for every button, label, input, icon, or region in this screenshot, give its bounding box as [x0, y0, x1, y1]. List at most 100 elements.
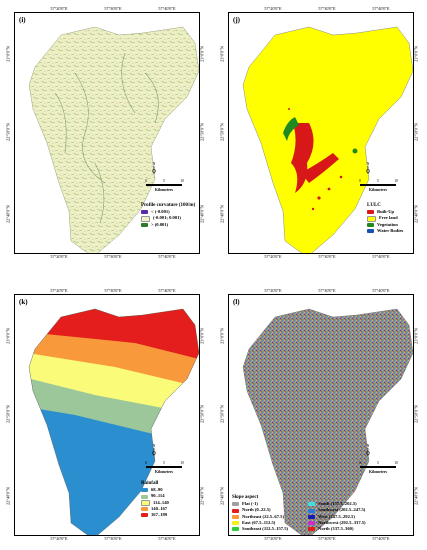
lat-label: 23°0'0"N — [5, 46, 11, 62]
lat-label: 22°50'0"N — [199, 405, 205, 423]
panel-tag: (j) — [233, 16, 240, 24]
legend-item: Flat (-1) — [232, 501, 306, 507]
lat-label: 23°0'0"N — [413, 328, 419, 344]
lon-label: 57°20'0"E — [264, 536, 282, 541]
legend-item: 90–114 — [141, 493, 169, 499]
lon-label: 57°30'0"E — [318, 254, 336, 259]
panel-lulc: 57°20'0"E 57°30'0"E 57°40'0"E 23°0'0"N 2… — [217, 2, 419, 260]
lat-label: 22°40'0"N — [219, 487, 225, 505]
panel-slope-aspect: 57°20'0"E 57°30'0"E 57°40'0"E 23°0'0"N 2… — [217, 284, 419, 542]
north-arrow-icon: N — [366, 161, 370, 174]
lon-label: 57°20'0"E — [50, 254, 68, 259]
lat-label: 23°0'0"N — [5, 328, 11, 344]
legend-title: Rainfall — [141, 481, 159, 486]
map-frame: (k) N 0 5 10 Kilometers Rainfall 68– — [14, 294, 200, 536]
lon-label: 57°40'0"E — [372, 536, 390, 541]
scale-unit: Kilometers — [155, 188, 173, 192]
north-arrow-icon: N — [152, 443, 156, 456]
scale-tick: 5 — [377, 179, 379, 183]
curvature-map — [28, 26, 199, 253]
lon-label: 57°40'0"E — [372, 6, 390, 11]
lon-label: 57°20'0"E — [50, 288, 68, 293]
lat-label: 22°40'0"N — [5, 487, 11, 505]
legend-item: East (67.5–112.5) — [232, 520, 306, 526]
scale-tick: 0 — [359, 179, 361, 183]
scale-tick: 0 — [145, 179, 147, 183]
lat-label: 22°40'0"N — [413, 205, 419, 223]
lat-label: 23°0'0"N — [219, 46, 225, 62]
lat-label: 22°50'0"N — [199, 123, 205, 141]
lon-label: 57°30'0"E — [318, 6, 336, 11]
scale-tick: 0 — [145, 461, 147, 465]
svg-text:N: N — [153, 443, 156, 448]
lat-label: 22°40'0"N — [199, 205, 205, 223]
rainfall-map — [28, 308, 199, 535]
scale-tick: 10 — [394, 461, 398, 465]
lon-label: 57°40'0"E — [372, 288, 390, 293]
scale-bar: 0 5 10 Kilometers — [359, 177, 400, 199]
scale-tick: 10 — [394, 179, 398, 183]
legend: Profile curvature (100/m) < (-0.001) (-0… — [141, 203, 195, 228]
lat-label: 22°40'0"N — [5, 205, 11, 223]
panel-profile-curvature: 57°20'0"E 57°30'0"E 57°40'0"E 23°0'0"N 2… — [3, 2, 205, 260]
scale-tick: 0 — [359, 461, 361, 465]
lon-label: 57°40'0"E — [158, 288, 176, 293]
legend-item: Southwest (202.5–247.5) — [308, 507, 380, 513]
legend-item: < (-0.001) — [141, 209, 195, 215]
lat-label: 23°0'0"N — [219, 328, 225, 344]
legend: Slope aspect Flat (-1) North (0–22.5) No… — [232, 495, 380, 532]
scale-bar: 0 5 10 Kilometers — [145, 459, 186, 481]
legend-item: Northwest (292.5–337.5) — [308, 520, 380, 526]
legend: LULC Built-Up Free land Vegetation Water… — [367, 203, 403, 234]
scale-tick: 10 — [180, 461, 184, 465]
scale-unit: Kilometers — [369, 188, 387, 192]
lon-label: 57°20'0"E — [264, 6, 282, 11]
legend-item: > (0.001) — [141, 222, 195, 228]
legend-title: Slope aspect — [232, 495, 259, 500]
lon-label: 57°40'0"E — [158, 6, 176, 11]
legend-item: Built-Up — [367, 209, 403, 215]
legend-item: 68–90 — [141, 487, 169, 493]
legend-item: North (0–22.5) — [232, 507, 306, 513]
lulc-map — [242, 26, 413, 253]
lat-label: 22°40'0"N — [219, 205, 225, 223]
lon-label: 57°40'0"E — [158, 254, 176, 259]
legend-title: LULC — [367, 203, 381, 208]
lat-label: 22°50'0"N — [5, 123, 11, 141]
legend-item: Water Bodies — [367, 228, 403, 234]
lon-label: 57°30'0"E — [104, 288, 122, 293]
north-arrow-icon: N — [366, 443, 370, 456]
lon-label: 57°20'0"E — [50, 536, 68, 541]
legend: Rainfall 68–90 90–114 114–140 140–167 16… — [141, 481, 169, 518]
lat-label: 22°50'0"N — [5, 405, 11, 423]
legend-title: Profile curvature (100/m) — [141, 203, 196, 208]
lon-label: 57°20'0"E — [264, 288, 282, 293]
legend-item: Free land — [367, 215, 403, 222]
panel-rainfall: 57°20'0"E 57°30'0"E 57°40'0"E 23°0'0"N 2… — [3, 284, 205, 542]
legend-item: Northeast (22.5–67.5) — [232, 514, 306, 520]
map-frame: (l) N 0 5 10 Kilometers Slope aspect Fla… — [228, 294, 414, 536]
scale-unit: Kilometers — [155, 470, 173, 474]
lat-label: 23°0'0"N — [413, 46, 419, 62]
lon-label: 57°30'0"E — [318, 288, 336, 293]
scale-tick: 5 — [163, 461, 165, 465]
scale-tick: 10 — [180, 179, 184, 183]
lat-label: 22°50'0"N — [413, 405, 419, 423]
lat-label: 23°0'0"N — [199, 46, 205, 62]
lon-label: 57°30'0"E — [104, 6, 122, 11]
map-frame: (i) N 0 5 10 Kilometers Profile curvatur… — [14, 12, 200, 254]
panel-tag: (k) — [19, 298, 28, 306]
lon-label: 57°40'0"E — [158, 536, 176, 541]
legend-item: Vegetation — [367, 222, 403, 228]
scale-tick: 5 — [163, 179, 165, 183]
lon-label: 57°20'0"E — [264, 254, 282, 259]
map-frame: (j) N 0 5 10 Kilometer — [228, 12, 414, 254]
panel-tag: (i) — [19, 16, 26, 24]
scale-tick: 5 — [377, 461, 379, 465]
lat-label: 22°40'0"N — [199, 487, 205, 505]
scale-unit: Kilometers — [369, 470, 387, 474]
lat-label: 22°50'0"N — [219, 123, 225, 141]
legend-item: Southeast (112.5–157.5) — [232, 526, 306, 532]
lon-label: 57°30'0"E — [104, 536, 122, 541]
north-arrow-icon: N — [152, 161, 156, 174]
